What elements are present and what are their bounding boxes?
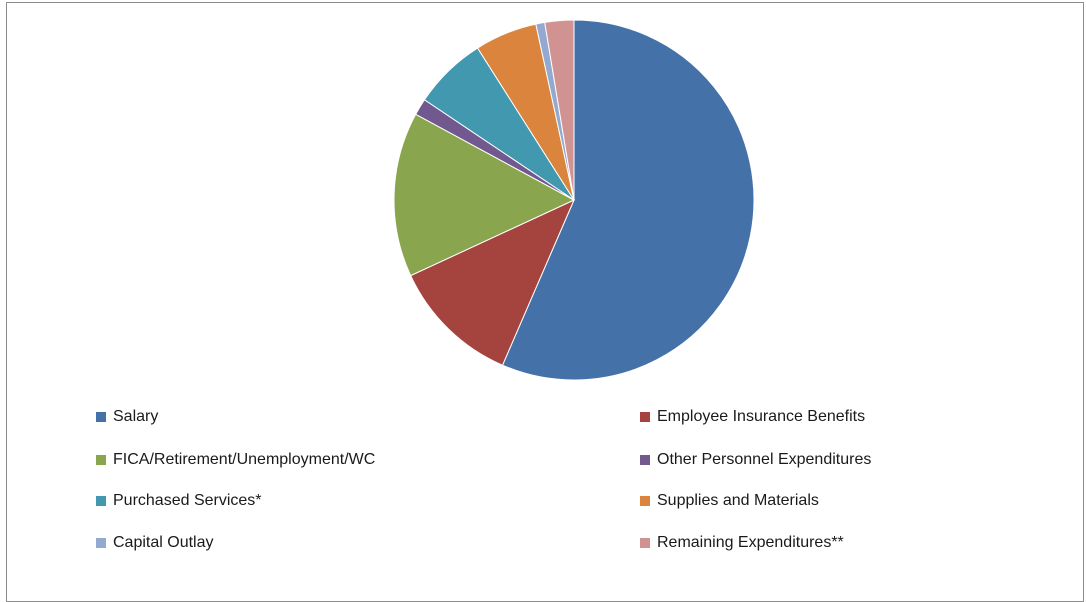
legend-item-other-personnel: Other Personnel Expenditures — [640, 449, 871, 471]
legend-swatch-other-personnel — [640, 455, 650, 465]
legend-label-supplies-materials: Supplies and Materials — [657, 492, 819, 509]
legend-item-fica-retirement: FICA/Retirement/Unemployment/WC — [96, 449, 375, 471]
legend-swatch-fica-retirement — [96, 455, 106, 465]
legend-swatch-supplies-materials — [640, 496, 650, 506]
legend-label-employee-insurance-benefits: Employee Insurance Benefits — [657, 408, 866, 425]
legend-label-remaining-expenditures: Remaining Expenditures** — [657, 534, 844, 551]
legend-swatch-capital-outlay — [96, 538, 106, 548]
legend-item-supplies-materials: Supplies and Materials — [640, 490, 819, 512]
pie-slice-remaining-expenditures — [544, 19, 575, 201]
pie-chart — [393, 19, 755, 381]
pie-slice-fica-retirement-unemployment-wc — [393, 113, 576, 277]
legend-swatch-salary — [96, 412, 106, 422]
pie-slice-employee-insurance-benefits — [409, 198, 575, 366]
legend-item-salary: Salary — [96, 406, 158, 428]
legend-label-other-personnel: Other Personnel Expenditures — [657, 451, 872, 468]
legend-swatch-remaining-expenditures — [640, 538, 650, 548]
legend-label-fica-retirement: FICA/Retirement/Unemployment/WC — [113, 451, 376, 468]
legend-item-employee-insurance-benefits: Employee Insurance Benefits — [640, 406, 865, 428]
legend-swatch-purchased-services — [96, 496, 106, 506]
legend: Salary Employee Insurance Benefits FICA/… — [96, 406, 871, 554]
legend-label-salary: Salary — [113, 408, 159, 425]
legend-item-capital-outlay: Capital Outlay — [96, 532, 214, 554]
legend-item-remaining-expenditures: Remaining Expenditures** — [640, 532, 844, 554]
legend-item-purchased-services: Purchased Services* — [96, 490, 262, 512]
pie-slice-salary — [501, 19, 755, 381]
legend-swatch-employee-insurance-benefits — [640, 412, 650, 422]
legend-label-purchased-services: Purchased Services* — [113, 492, 262, 509]
legend-label-capital-outlay: Capital Outlay — [113, 534, 214, 551]
